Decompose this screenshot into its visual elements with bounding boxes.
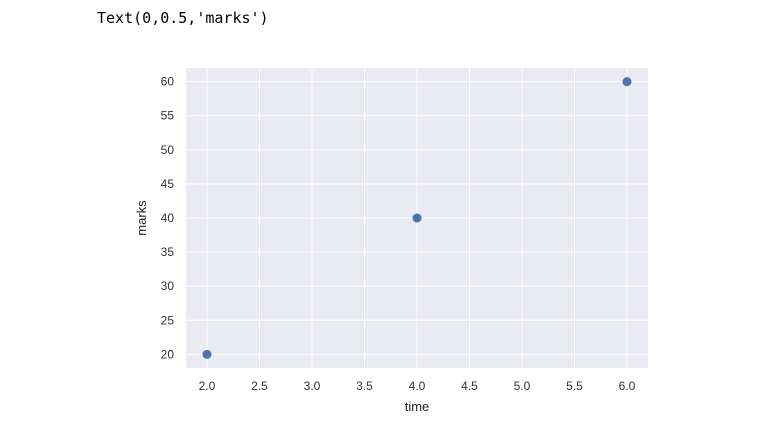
- x-axis-label: time: [405, 399, 430, 414]
- y-axis-label: marks: [134, 200, 149, 236]
- y-tick-label: 20: [161, 347, 175, 361]
- x-tick-label: 2.0: [199, 379, 216, 393]
- data-points: [202, 77, 632, 359]
- y-tick-label: 30: [161, 279, 175, 293]
- y-tick-label: 40: [161, 211, 175, 225]
- y-tick-label: 55: [161, 109, 175, 123]
- y-tick-labels: 20 25 30 35 40 45 50 55 60: [161, 75, 175, 362]
- x-tick-label: 4.0: [409, 379, 426, 393]
- scatter-point: [412, 213, 422, 223]
- scatter-point: [202, 349, 212, 359]
- x-tick-label: 3.0: [304, 379, 321, 393]
- x-tick-label: 3.5: [356, 379, 373, 393]
- x-tick-label: 5.0: [514, 379, 531, 393]
- x-tick-labels: 2.0 2.5 3.0 3.5 4.0 4.5 5.0 5.5 6.0: [199, 379, 636, 393]
- y-tick-label: 25: [161, 313, 175, 327]
- x-tick-label: 5.5: [566, 379, 583, 393]
- x-tick-label: 2.5: [251, 379, 268, 393]
- x-tick-label: 6.0: [619, 379, 636, 393]
- y-tick-label: 35: [161, 245, 175, 259]
- grid-lines: [186, 68, 648, 368]
- scatter-point: [622, 77, 632, 87]
- x-tick-label: 4.5: [461, 379, 478, 393]
- y-tick-label: 45: [161, 177, 175, 191]
- cell-output-text: Text(0,0.5,'marks'): [97, 9, 269, 27]
- y-tick-label: 50: [161, 143, 175, 157]
- y-tick-label: 60: [161, 75, 175, 89]
